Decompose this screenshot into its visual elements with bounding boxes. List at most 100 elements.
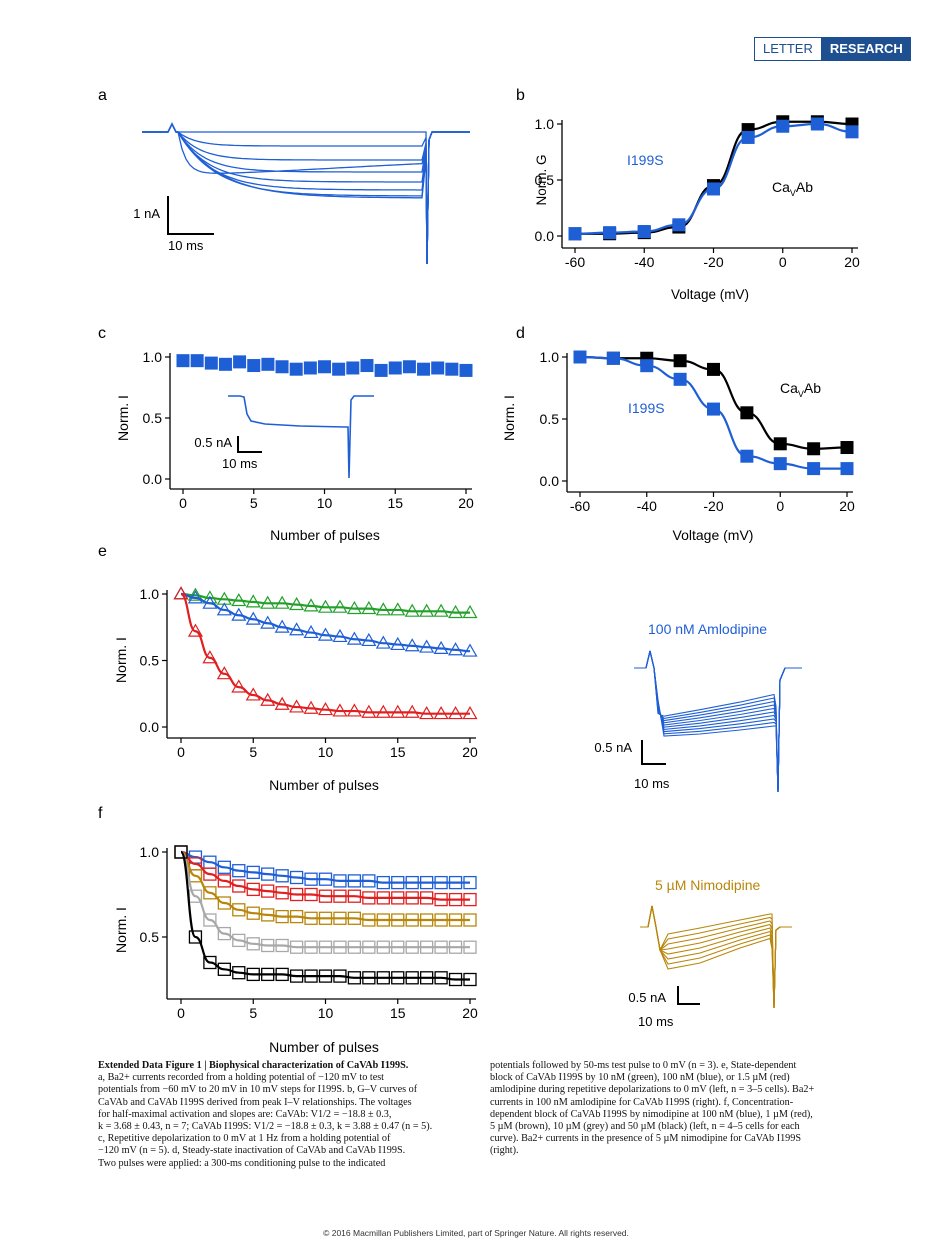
panel-f-data-point: [318, 911, 333, 925]
panel-f-x-tick-label: 5: [249, 1005, 257, 1021]
panel-b-data-point: [845, 125, 859, 139]
panel-d-cavab-label: CaVAb: [780, 380, 821, 399]
panel-f-data-point: [333, 874, 347, 888]
panel-f-data-point: [217, 962, 232, 976]
panel-f-data-point: [419, 875, 434, 890]
panel-f-data-point: [217, 896, 232, 910]
panel-f-data-point: [434, 892, 448, 907]
panel-f-data-point: [217, 926, 232, 941]
panel-f-fit-line: [180, 850, 470, 901]
panel-d-xlabel: Voltage (mV): [673, 527, 754, 543]
panel-e-data-point: [187, 623, 203, 637]
panel-d-data-point: [640, 359, 654, 373]
panel-e-data-point: [289, 596, 305, 611]
panel-e-data-point: [303, 624, 319, 639]
panel-c-data-point: [275, 360, 289, 374]
panel-a-current-trace: [142, 122, 470, 265]
panel-d-x-tick-label: -60: [570, 498, 590, 514]
panel-f-data-point: [304, 911, 318, 925]
panel-e-data-point: [303, 700, 319, 714]
panel-d-data-point: [773, 457, 787, 471]
panel-d-data-point: [707, 362, 720, 376]
panel-f-data-point: [347, 940, 362, 954]
panel-f-data-point: [275, 938, 289, 953]
panel-f-data-point: [362, 971, 376, 985]
panel-f-data-point: [261, 938, 275, 953]
panel-e-data-point: [332, 599, 348, 613]
panel-d-x-tick-label: -20: [703, 498, 723, 514]
panel-f-data-point: [261, 967, 275, 982]
panel-f-fit-line: [179, 850, 470, 949]
panel-e-data-point: [332, 703, 348, 717]
panel-f-data-point: [261, 867, 275, 881]
panel-b-data-point: [637, 225, 651, 239]
panel-f-data-point: [318, 940, 333, 954]
panel-c-data-point: [332, 362, 346, 376]
panel-e-data-point: [260, 615, 276, 629]
panel-f-ylabel: Norm. I: [113, 907, 129, 953]
panel-c-data-point: [204, 356, 218, 370]
panel-f-data-point: [203, 955, 217, 970]
panel-e-data-point: [173, 586, 189, 600]
panel-e-data-point: [260, 595, 276, 609]
panel-f-data-point: [217, 874, 232, 888]
panel-c-ylabel: Norm. I: [115, 395, 131, 441]
panel-b-fit-line: [574, 120, 853, 235]
panel-f-data-point: [463, 892, 477, 907]
panel-c-data-point: [402, 360, 416, 374]
panel-f-data-point: [246, 882, 260, 897]
panel-f-data-point: [463, 913, 477, 927]
panel-e-data-point: [361, 704, 377, 718]
panel-f-fit-line: [179, 850, 470, 981]
panel-f-data-point: [304, 940, 318, 954]
panel-e-scale-y: 0.5 nA: [594, 740, 632, 755]
panel-b-x-tick-label: -20: [703, 254, 723, 270]
panel-e-data-point: [375, 602, 391, 616]
panel-e-data-point: [346, 600, 362, 615]
panel-f-data-point: [405, 940, 419, 954]
panel-d-x-tick-label: 0: [776, 498, 784, 514]
panel-f-data-point: [448, 892, 463, 907]
panel-e-x-tick-label: 0: [177, 744, 185, 760]
panel-e-ylabel: Norm. I: [113, 637, 129, 683]
panel-e-data-point: [390, 704, 406, 718]
panel-b-x-tick-label: -40: [634, 254, 654, 270]
panel-f-data-point: [203, 913, 217, 927]
header-research: RESEARCH: [821, 37, 911, 61]
panel-a-current-trace: [142, 122, 470, 265]
panel-c-data-point: [431, 361, 445, 375]
panel-f-data-point: [463, 940, 477, 954]
caption-line: k = 3.68 ± 0.43, n = 7; CaVAb I199S: V1/…: [98, 1121, 433, 1133]
panel-a-current-trace: [142, 122, 470, 265]
panel-d-data-point: [573, 350, 587, 364]
panel-d-data-point: [707, 402, 720, 416]
caption-line: −120 mV (n = 5). d, Steady-state inactiv…: [98, 1145, 406, 1157]
panel-e-data-point: [274, 595, 290, 609]
caption-line: dependent block of CaVAb I199S by nimodi…: [490, 1108, 813, 1120]
panel-b-ylabel: Norm. G: [534, 154, 549, 205]
panel-f-data-point: [419, 891, 434, 905]
panel-f-fit-line: [180, 850, 470, 922]
panel-f-data-point: [304, 969, 318, 983]
panel-f-data-point: [347, 911, 362, 925]
panel-a-scale-x: 10 ms: [168, 238, 204, 253]
panel-f-x-tick-label: 20: [462, 1005, 478, 1021]
panel-f-data-point: [405, 913, 419, 927]
panel-f-data-point: [333, 969, 347, 983]
panel-f-data-point: [203, 867, 217, 881]
panel-a-current-trace: [142, 122, 470, 265]
panel-e-data-point: [303, 598, 319, 612]
panel-b-data-point: [568, 227, 582, 241]
panel-f-scale-x: 10 ms: [638, 1014, 674, 1029]
panel-d-data-point: [740, 406, 754, 420]
panel-b-label: b: [516, 87, 525, 104]
panel-c-data-point: [318, 360, 331, 374]
panel-e-data-point: [231, 592, 247, 607]
panel-f-data-point: [203, 886, 217, 900]
panel-c-y-tick-label: 1.0: [143, 349, 163, 365]
panel-f-data-point: [232, 933, 246, 948]
figure-canvas: a b c d e f 1 nA 10 ms Voltage (mV) Norm…: [98, 87, 860, 1055]
panel-d-data-point: [673, 354, 687, 368]
panel-f-data-point: [405, 971, 419, 985]
panel-a-current-trace: [142, 122, 470, 265]
